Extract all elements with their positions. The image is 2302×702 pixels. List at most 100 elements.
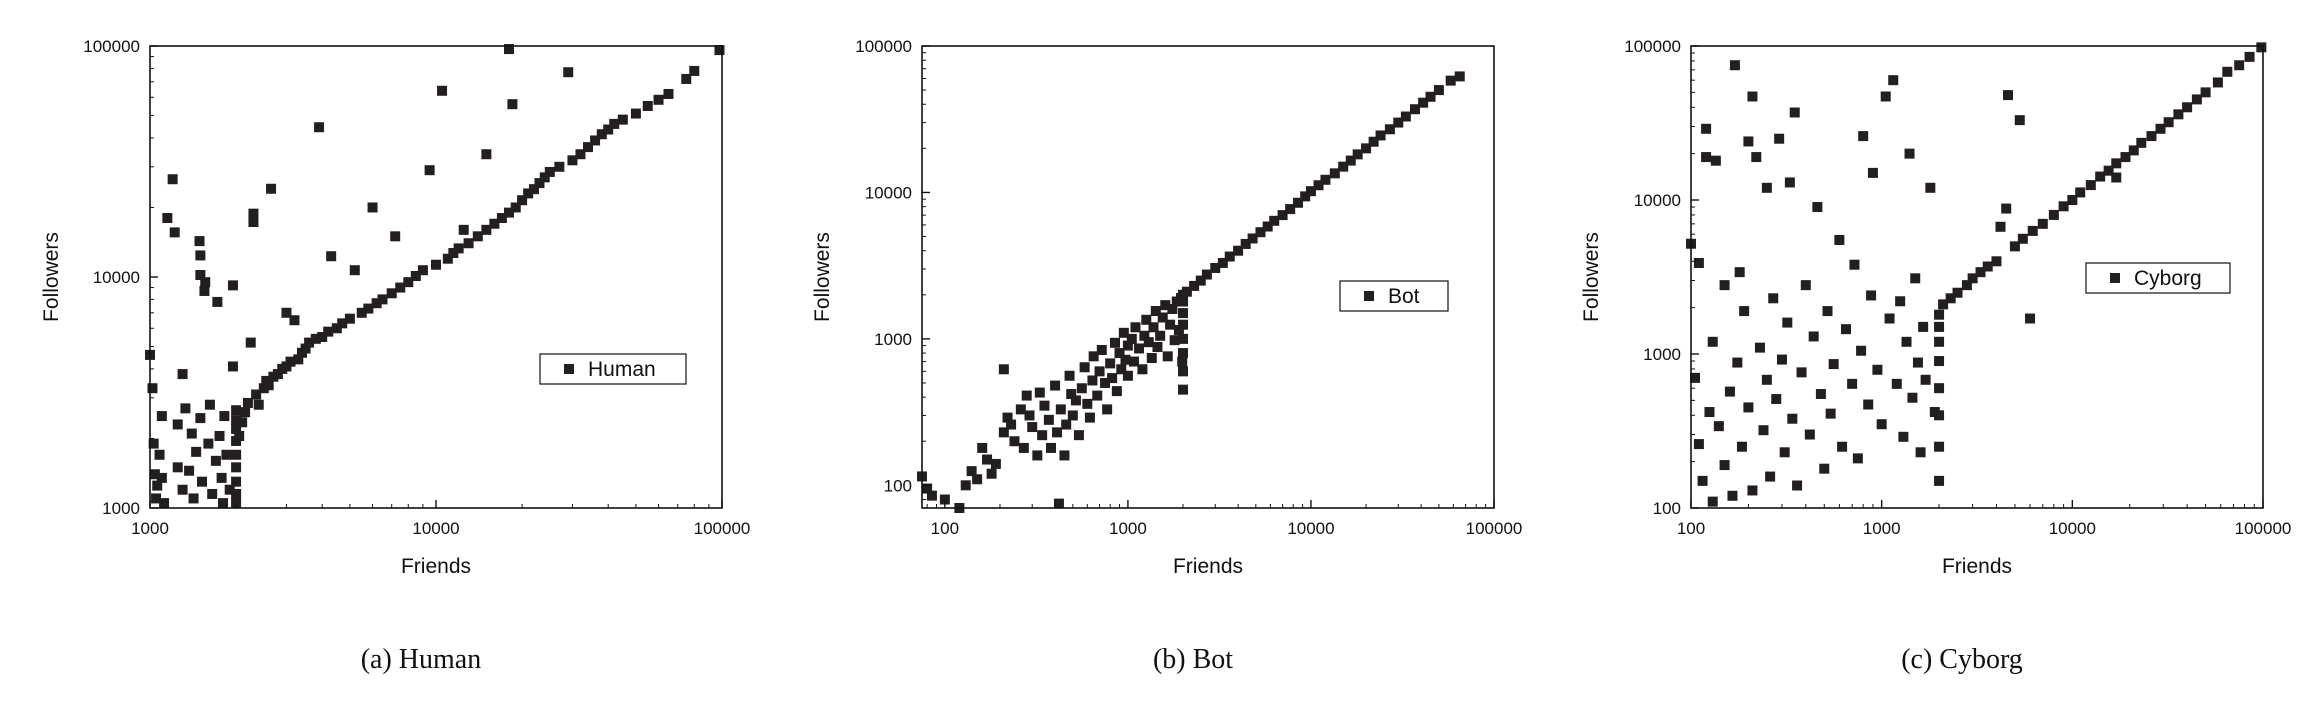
data-point	[2120, 152, 2131, 163]
data-point	[251, 389, 262, 400]
data-point	[1384, 124, 1395, 135]
data-point	[1812, 202, 1823, 213]
data-point	[197, 476, 208, 487]
data-point	[1872, 364, 1883, 375]
data-point	[1697, 475, 1708, 486]
data-point	[1796, 367, 1807, 378]
data-point	[1313, 180, 1324, 191]
data-point	[151, 493, 162, 504]
data-point	[663, 88, 674, 99]
data-point	[1066, 389, 1077, 400]
data-point	[1320, 174, 1331, 185]
y-axis-label: Followers	[811, 232, 834, 322]
data-point	[1445, 75, 1456, 86]
data-point	[1240, 238, 1251, 249]
data-point	[231, 462, 242, 473]
data-point	[1782, 317, 1793, 328]
data-point	[1126, 333, 1137, 344]
data-point	[1898, 431, 1909, 442]
data-point	[544, 166, 555, 177]
x-tick-label: 1000	[1863, 519, 1901, 538]
legend-label: Cyborg	[2134, 267, 2202, 290]
data-point	[1338, 161, 1349, 172]
x-tick-label: 100000	[1466, 519, 1523, 538]
data-point	[248, 217, 259, 228]
data-point	[417, 265, 428, 276]
data-point	[349, 265, 360, 276]
data-point	[177, 369, 188, 380]
legend-marker	[2110, 273, 2120, 283]
data-point	[2001, 203, 2012, 214]
data-point	[1178, 348, 1189, 359]
data-point	[218, 498, 229, 509]
data-point	[2111, 158, 2122, 169]
data-point	[281, 307, 292, 318]
data-point	[481, 149, 492, 160]
data-point	[1701, 152, 1712, 163]
data-point	[1285, 204, 1296, 215]
data-point	[528, 184, 539, 195]
data-point	[1201, 269, 1212, 280]
data-point	[195, 270, 206, 281]
data-point	[1129, 356, 1140, 367]
data-point	[1393, 117, 1404, 128]
data-point	[1177, 356, 1188, 367]
data-point	[200, 277, 211, 288]
y-tick-label: 100	[1653, 499, 1681, 518]
data-point	[1073, 430, 1084, 441]
data-point	[1134, 343, 1145, 354]
data-point	[1891, 378, 1902, 389]
data-point	[154, 449, 165, 460]
data-point	[504, 44, 515, 55]
data-point	[1155, 330, 1166, 341]
data-point	[590, 135, 601, 146]
data-point	[363, 303, 374, 314]
data-point	[219, 411, 230, 422]
data-point	[1052, 427, 1063, 438]
data-point	[156, 411, 167, 422]
data-point	[1157, 312, 1168, 323]
data-point	[371, 298, 382, 309]
data-point	[156, 472, 167, 483]
data-point	[1776, 354, 1787, 365]
data-point	[1409, 104, 1420, 115]
data-point	[367, 202, 378, 213]
data-point	[1006, 419, 1017, 430]
data-point	[2191, 94, 2202, 105]
data-point	[169, 227, 180, 238]
data-point	[403, 277, 414, 288]
data-point	[253, 399, 264, 410]
data-point	[1747, 485, 1758, 496]
data-point	[234, 430, 245, 441]
data-point	[2058, 201, 2069, 212]
data-point	[1088, 351, 1099, 362]
data-point	[194, 236, 205, 247]
data-point	[1815, 388, 1826, 399]
data-point	[231, 498, 242, 509]
x-tick-label: 100000	[694, 519, 751, 538]
data-point	[1707, 336, 1718, 347]
data-point	[191, 446, 202, 457]
data-point	[1876, 419, 1887, 430]
data-point	[1262, 221, 1273, 232]
data-point	[1724, 386, 1735, 397]
data-point	[510, 202, 521, 213]
data-point	[1400, 111, 1411, 122]
data-point	[714, 45, 725, 56]
data-point	[998, 427, 1009, 438]
data-point	[453, 243, 464, 254]
y-tick-label: 10000	[93, 268, 140, 287]
data-point	[1305, 186, 1316, 197]
data-point	[2200, 87, 2211, 98]
data-point	[603, 124, 614, 135]
data-point	[195, 250, 206, 261]
data-point	[1173, 324, 1184, 335]
data-point	[1109, 337, 1120, 348]
legend-box	[2085, 262, 2231, 294]
data-point	[1181, 286, 1192, 297]
data-point	[1217, 257, 1228, 268]
data-point	[1991, 256, 2002, 267]
data-point	[1743, 402, 1754, 413]
data-point	[1934, 336, 1945, 347]
data-point	[356, 307, 367, 318]
